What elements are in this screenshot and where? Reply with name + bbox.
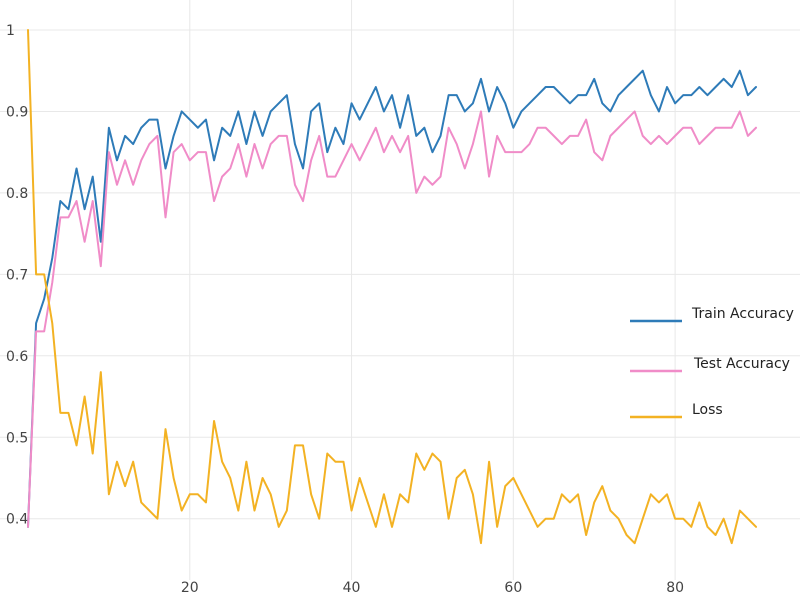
x-tick-label: 80	[666, 580, 684, 596]
legend-item-loss: Loss	[630, 402, 723, 419]
series-line-loss	[27, 29, 757, 545]
series-line-train-accuracy	[27, 69, 757, 528]
y-tick-label: 1	[6, 23, 15, 39]
y-tick-label: 0.4	[6, 512, 28, 528]
legend-item-test-accuracy: Test Accuracy	[630, 356, 790, 373]
y-tick-label: 0.8	[6, 186, 28, 202]
y-tick-label: 0.5	[6, 430, 28, 446]
x-tick-label: 20	[181, 580, 199, 596]
y-tick-label: 0.7	[6, 267, 28, 283]
x-axis: 20 40 60 80	[181, 580, 684, 596]
y-tick-label: 0.9	[6, 104, 28, 120]
legend-item-train-accuracy: Train Accuracy	[630, 306, 794, 323]
legend-label: Test Accuracy	[693, 356, 790, 372]
grid	[0, 0, 800, 580]
series-line-test-accuracy	[27, 110, 757, 528]
legend: Train Accuracy Test Accuracy Loss	[630, 306, 794, 419]
x-tick-label: 60	[504, 580, 522, 596]
y-tick-label: 0.6	[6, 349, 28, 365]
y-axis: 0.4 0.5 0.6 0.7 0.8 0.9 1	[6, 23, 28, 528]
x-tick-label: 40	[343, 580, 361, 596]
legend-label: Train Accuracy	[691, 306, 794, 322]
series-lines	[27, 29, 757, 545]
legend-label: Loss	[692, 402, 723, 418]
